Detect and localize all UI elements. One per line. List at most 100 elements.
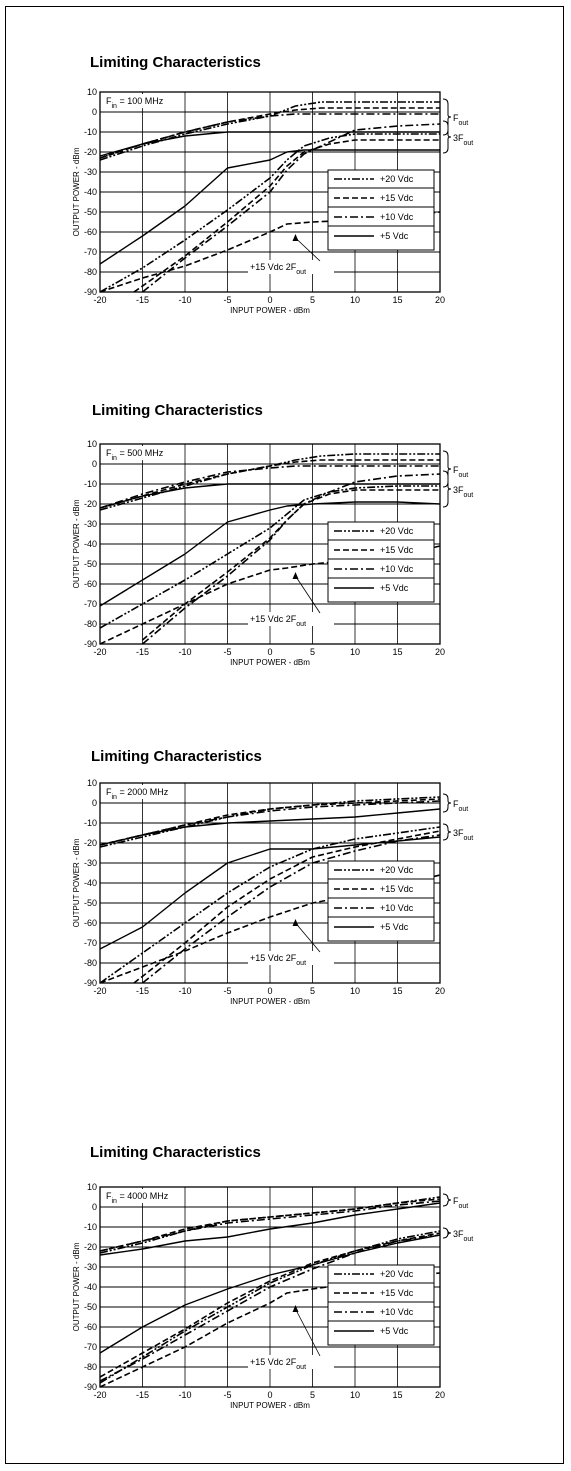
y-tick-label: -20 [84, 838, 97, 848]
datasheet-page [5, 6, 564, 1464]
legend-label: +5 Vdc [380, 583, 409, 593]
y-tick-label: -50 [84, 559, 97, 569]
legend-label: +10 Vdc [380, 1307, 414, 1317]
y-tick-label: -20 [84, 147, 97, 157]
three-fout-label: 3Fout [453, 1229, 473, 1243]
legend-label: +15 Vdc [380, 1288, 414, 1298]
fout-brace [442, 450, 452, 488]
x-tick-label: 10 [350, 647, 360, 657]
x-tick-label: -5 [223, 295, 231, 305]
three-fout-brace [442, 823, 452, 841]
legend-label: +5 Vdc [380, 231, 409, 241]
legend-label: +5 Vdc [380, 1326, 409, 1336]
chart-plot: 100-10-20-30-40-50-60-70-80-90-20 -15 -10-… [72, 87, 473, 315]
plot-frame [99, 782, 441, 984]
x-tick-label: 20 [435, 1390, 445, 1400]
legend-label: +10 Vdc [380, 564, 414, 574]
x-tick-label: -20 [93, 295, 106, 305]
x-tick-label: -15 [136, 647, 149, 657]
three-fout-brace [442, 120, 452, 154]
y-tick-label: -90 [84, 639, 97, 649]
fin-label-bg [102, 785, 182, 799]
three-fout-brace [442, 470, 452, 508]
series-line [99, 1198, 441, 1252]
x-tick-label: -10 [178, 986, 191, 996]
y-tick-label: -10 [84, 479, 97, 489]
annotation-leader [295, 237, 321, 262]
x-tick-label: 0 [267, 647, 272, 657]
fout-label: Fout [453, 799, 468, 813]
three-fout-label: 3Fout [453, 133, 473, 147]
y-tick-label: 10 [87, 439, 97, 449]
chart-title: Limiting Characteristics [90, 1144, 261, 1161]
x-tick-label: 0 [267, 1390, 272, 1400]
plot-frame [99, 443, 441, 645]
series-line [99, 826, 441, 984]
fout-brace [442, 98, 452, 136]
x-tick-label: 15 [392, 986, 402, 996]
x-tick-label: -5 [223, 986, 231, 996]
chart-title: Limiting Characteristics [91, 748, 262, 765]
y-tick-label: 10 [87, 778, 97, 788]
x-tick-label: 10 [350, 986, 360, 996]
annotation-leader [295, 575, 321, 614]
y-tick-label: -10 [84, 127, 97, 137]
series-line [141, 489, 440, 641]
fin-label-bg [102, 446, 182, 460]
x-tick-label: 5 [310, 986, 315, 996]
chart-plot: 100-10-20-30-40-50-60-70-80-90-20 -15 -10-… [72, 439, 473, 667]
y-tick-label: -50 [84, 207, 97, 217]
series-line [133, 830, 441, 984]
x-tick-label: -10 [178, 295, 191, 305]
series-line [99, 101, 440, 161]
y-tick-label: -30 [84, 858, 97, 868]
fout-label: Fout [453, 1196, 468, 1210]
series-line [99, 1202, 441, 1256]
chart-title: Limiting Characteristics [90, 54, 261, 71]
y-tick-label: -20 [84, 499, 97, 509]
series-line [141, 473, 441, 645]
y-tick-label: -70 [84, 247, 97, 257]
x-tick-label: 5 [310, 295, 315, 305]
series-line [99, 113, 440, 159]
fin-label-bg [102, 94, 182, 108]
x-axis-label: INPUT POWER - dBm [230, 658, 310, 667]
series-line [99, 796, 441, 848]
series-line [99, 1232, 441, 1378]
y-tick-label: -30 [84, 167, 97, 177]
series-line [99, 836, 441, 950]
x-axis-label: INPUT POWER - dBm [230, 997, 310, 1006]
x-axis-label: INPUT POWER - dBm [230, 306, 310, 315]
x-tick-label: 5 [310, 1390, 315, 1400]
y-tick-label: -60 [84, 918, 97, 928]
x-tick-label: -10 [178, 647, 191, 657]
y-tick-label: -70 [84, 938, 97, 948]
series-line [99, 1196, 441, 1254]
x-tick-label: -15 [136, 1390, 149, 1400]
x-tick-label: -20 [93, 1390, 106, 1400]
x-tick-label: 10 [350, 295, 360, 305]
y-tick-label: -80 [84, 958, 97, 968]
chart-title: Limiting Characteristics [92, 402, 263, 419]
plot-frame [99, 91, 441, 293]
x-tick-label: 5 [310, 647, 315, 657]
x-tick-label: -15 [136, 986, 149, 996]
x-tick-label: 15 [392, 1390, 402, 1400]
series-line [99, 483, 440, 509]
y-tick-label: -70 [84, 599, 97, 609]
y-tick-label: -20 [84, 1242, 97, 1252]
y-tick-label: 0 [92, 459, 97, 469]
series-line [142, 834, 441, 984]
y-tick-label: -40 [84, 1282, 97, 1292]
annotation-arrowhead [292, 572, 299, 579]
series-line [99, 149, 440, 265]
series-line [99, 485, 440, 629]
y-tick-label: 10 [87, 87, 97, 97]
y-tick-label: -40 [84, 539, 97, 549]
series-line [142, 123, 441, 293]
annotation-bg [248, 1355, 334, 1369]
x-tick-label: -5 [223, 1390, 231, 1400]
x-tick-label: -15 [136, 295, 149, 305]
x-tick-label: 15 [392, 647, 402, 657]
three-fout-label: 3Fout [453, 485, 473, 499]
